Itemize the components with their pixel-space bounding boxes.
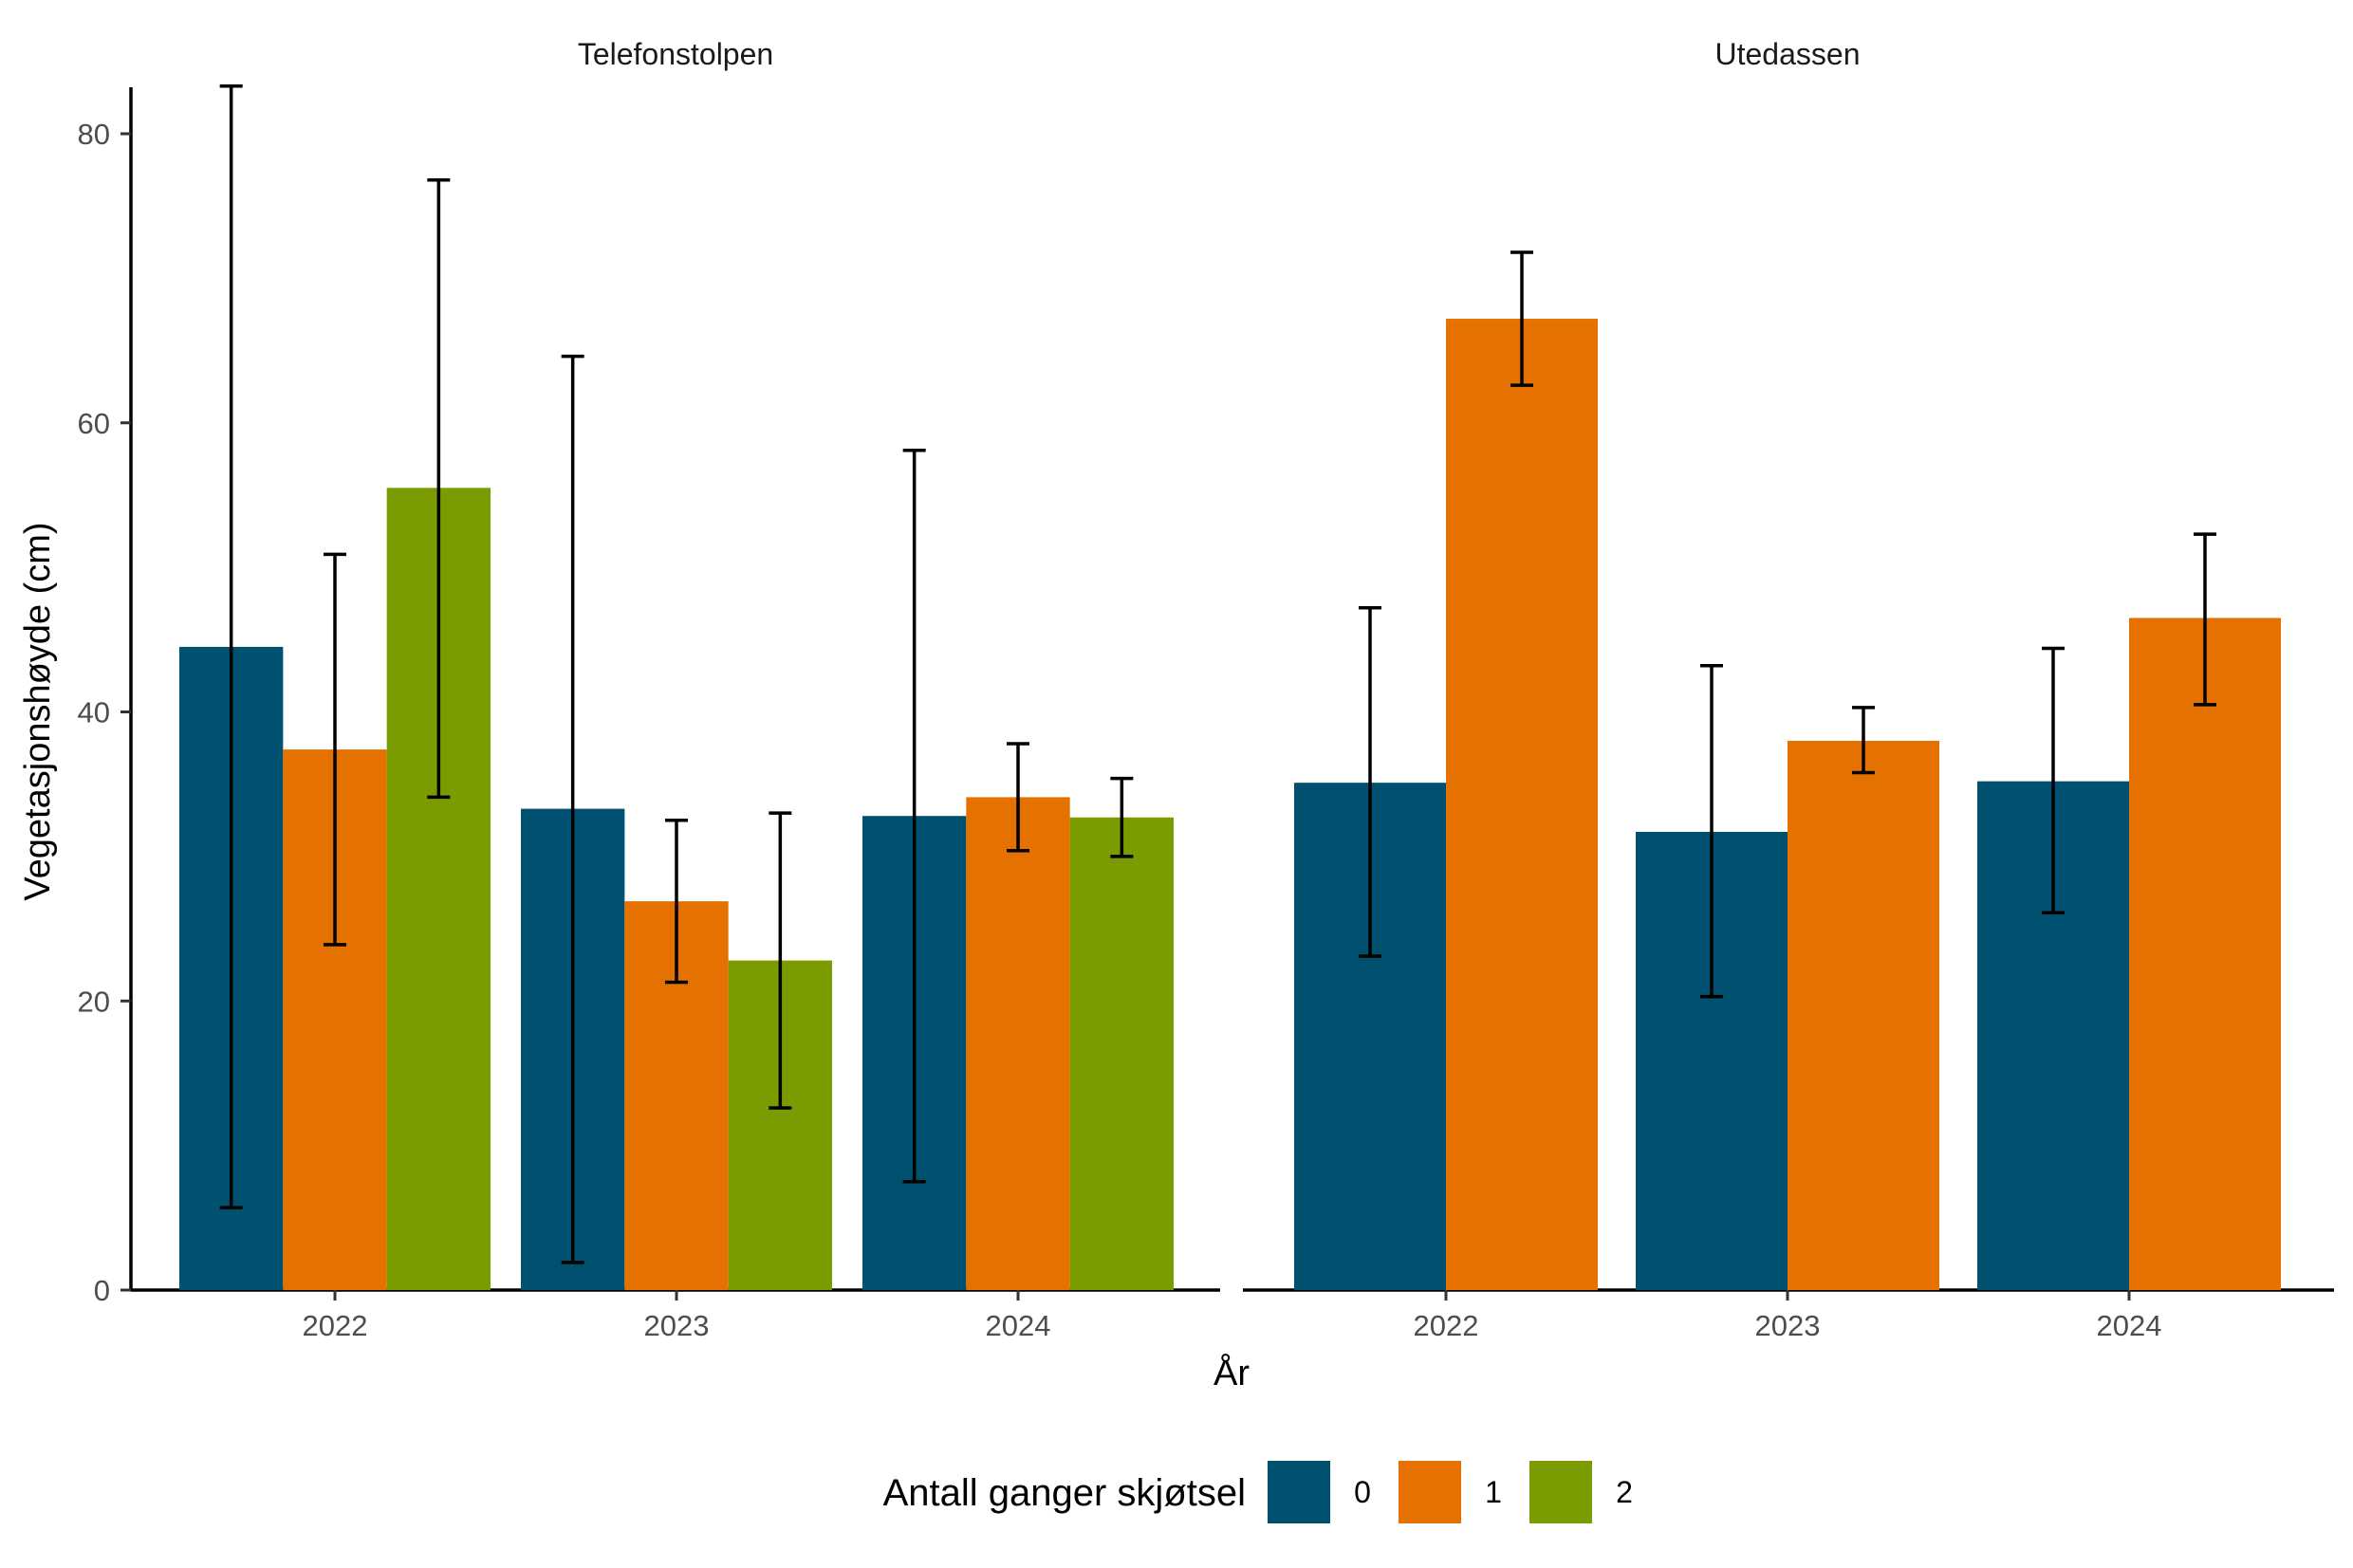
legend-label-0: 0 [1354, 1475, 1371, 1509]
error-bar-telefonstolpen-2024-group-0 [902, 448, 926, 1184]
error-bar-telefonstolpen-2022-group-2 [427, 178, 451, 800]
facet-title-utedassen: Utedassen [1715, 37, 1861, 71]
legend: Antall ganger skjøtsel 0 1 2 [883, 1461, 1633, 1523]
y-tick-label: 80 [78, 118, 110, 151]
error-bar-utedassen-2022-group-1 [1510, 250, 1533, 387]
x-axis-title: År [1214, 1352, 1250, 1393]
error-bar-telefonstolpen-2024-group-2 [1110, 776, 1134, 858]
error-bar-telefonstolpen-2022-group-1 [324, 552, 346, 947]
error-bar-utedassen-2022-group-0 [1359, 606, 1381, 958]
x-tick-label: 2023 [644, 1309, 710, 1342]
legend-key-2 [1529, 1461, 1592, 1523]
x-tick-label: 2024 [986, 1309, 1051, 1342]
error-bar-telefonstolpen-2023-group-2 [769, 811, 792, 1110]
legend-item-2: 2 [1529, 1461, 1633, 1523]
facet-title-telefonstolpen: Telefonstolpen [578, 37, 773, 71]
error-bar-telefonstolpen-2023-group-0 [561, 354, 584, 1264]
legend-key-1 [1399, 1461, 1461, 1523]
y-tick-label: 20 [78, 985, 110, 1018]
legend-label-2: 2 [1616, 1475, 1633, 1509]
error-bar-utedassen-2024-group-0 [2042, 646, 2065, 915]
panel-telefonstolpen: Telefonstolpen 2022 2023 2024 [131, 37, 1220, 1342]
bar-telefonstolpen-2024-group-1 [966, 797, 1070, 1290]
x-tick-label: 2022 [303, 1309, 368, 1342]
legend-key-0 [1268, 1461, 1330, 1523]
error-bar-utedassen-2023-group-1 [1852, 706, 1875, 775]
bar-utedassen-2022-group-1 [1446, 319, 1598, 1290]
error-bar-telefonstolpen-2022-group-0 [219, 83, 243, 1209]
panel-utedassen: Utedassen 2022 2023 2024 [1243, 37, 2334, 1342]
error-bar-telefonstolpen-2024-group-1 [1007, 742, 1029, 853]
error-bar-telefonstolpen-2023-group-1 [665, 819, 688, 985]
x-tick-label: 2023 [1755, 1309, 1821, 1342]
y-axis-title: Vegetasjonshøyde (cm) [18, 522, 58, 900]
y-axis: 0 20 40 60 80 [78, 87, 133, 1307]
legend-title: Antall ganger skjøtsel [883, 1472, 1246, 1514]
legend-item-1: 1 [1399, 1461, 1502, 1523]
bar-utedassen-2023-group-1 [1788, 740, 1939, 1290]
legend-label-1: 1 [1485, 1475, 1502, 1509]
error-bar-utedassen-2024-group-1 [2194, 532, 2216, 707]
bar-utedassen-2024-group-1 [2129, 618, 2281, 1290]
x-tick-label: 2022 [1414, 1309, 1479, 1342]
error-bar-utedassen-2023-group-0 [1700, 663, 1723, 999]
y-tick-label: 60 [78, 407, 110, 440]
legend-item-0: 0 [1268, 1461, 1371, 1523]
y-tick-label: 0 [94, 1274, 110, 1307]
y-tick-label: 40 [78, 696, 110, 729]
bar-telefonstolpen-2024-group-2 [1069, 817, 1174, 1290]
x-tick-label: 2024 [2097, 1309, 2162, 1342]
